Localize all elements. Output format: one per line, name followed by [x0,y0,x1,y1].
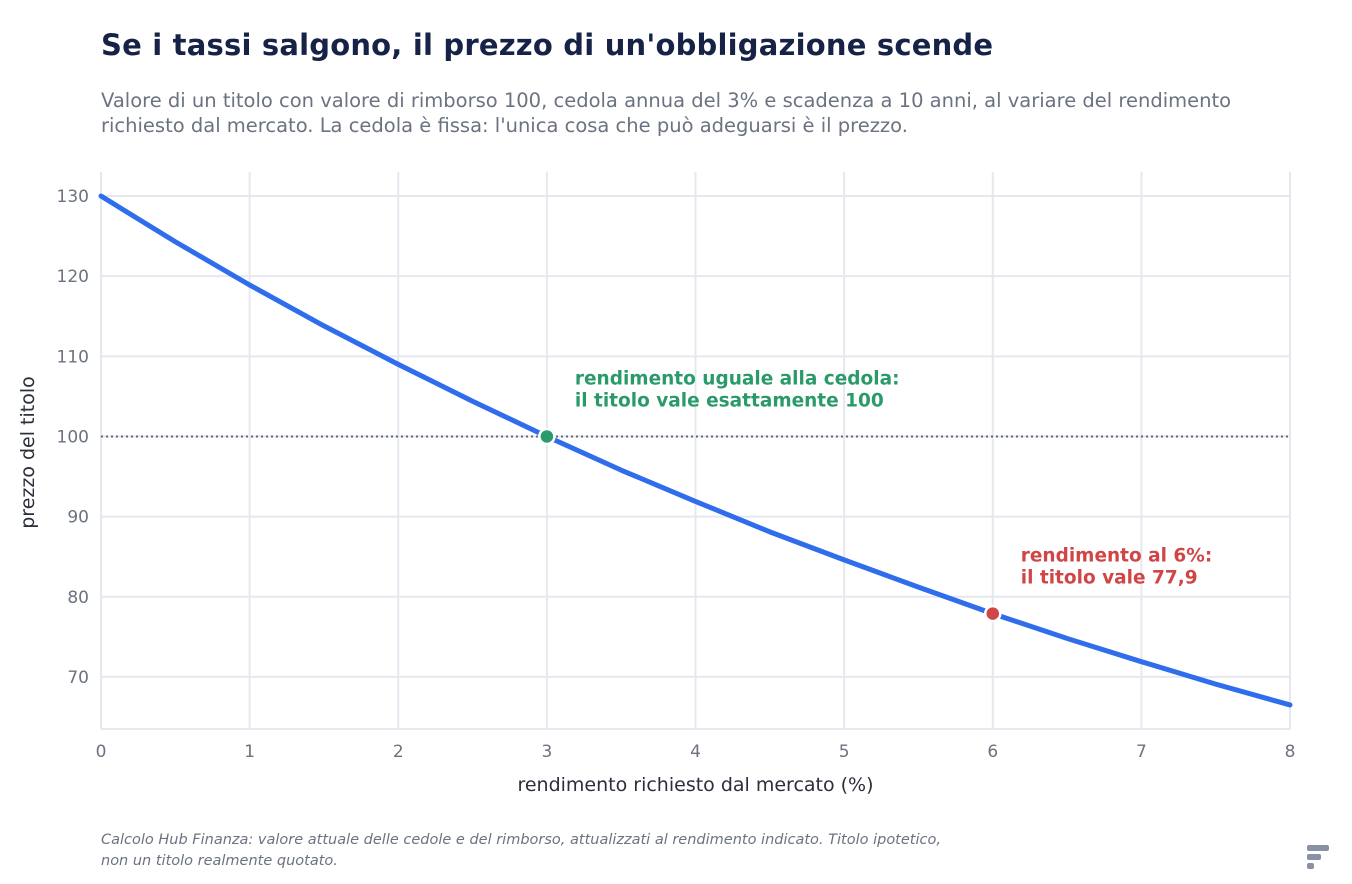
marker-yield-3 [538,427,556,446]
y-tick-label: 100 [57,427,89,447]
annotation-line: il titolo vale 77,9 [1021,568,1198,589]
x-tick-label: 1 [244,742,255,762]
price-curve-line [98,193,1293,708]
y-axis-label: prezzo del titolo [17,376,39,529]
y-tick-label: 110 [57,347,89,367]
x-tick-label: 2 [393,742,404,762]
hub-finanza-logo-icon [1307,845,1329,869]
annotation-yield-6: rendimento al 6%: il titolo vale 77,9 [1021,546,1213,589]
y-tick-label: 90 [67,508,89,528]
annotation-yield-3: rendimento uguale alla cedola: il titolo … [575,368,900,411]
marker-yield-6 [984,604,1002,623]
y-tick-label: 80 [67,588,89,608]
x-tick-label: 4 [690,742,701,762]
footnote: Calcolo Hub Finanza: valore attuale dell… [101,832,941,869]
y-tick-label: 120 [57,267,89,287]
annotation-line: rendimento al 6%: [1021,546,1213,567]
x-tick-label: 6 [987,742,998,762]
chart-subtitle: Valore di un titolo con valore di rimbor… [101,89,1232,137]
x-tick-label: 8 [1285,742,1296,762]
x-tick-label: 5 [839,742,850,762]
y-tick-label: 130 [57,187,89,207]
chart-title: Se i tassi salgono, il prezzo di un'obbl… [101,28,994,62]
annotation-line: il titolo vale esattamente 100 [575,390,884,411]
x-tick-label: 7 [1136,742,1147,762]
x-tick-label: 3 [541,742,552,762]
y-tick-label: 70 [67,668,89,688]
x-tick-label: 0 [96,742,107,762]
x-axis-label: rendimento richiesto dal mercato (%) [517,774,873,796]
annotation-line: rendimento uguale alla cedola: [575,368,900,389]
